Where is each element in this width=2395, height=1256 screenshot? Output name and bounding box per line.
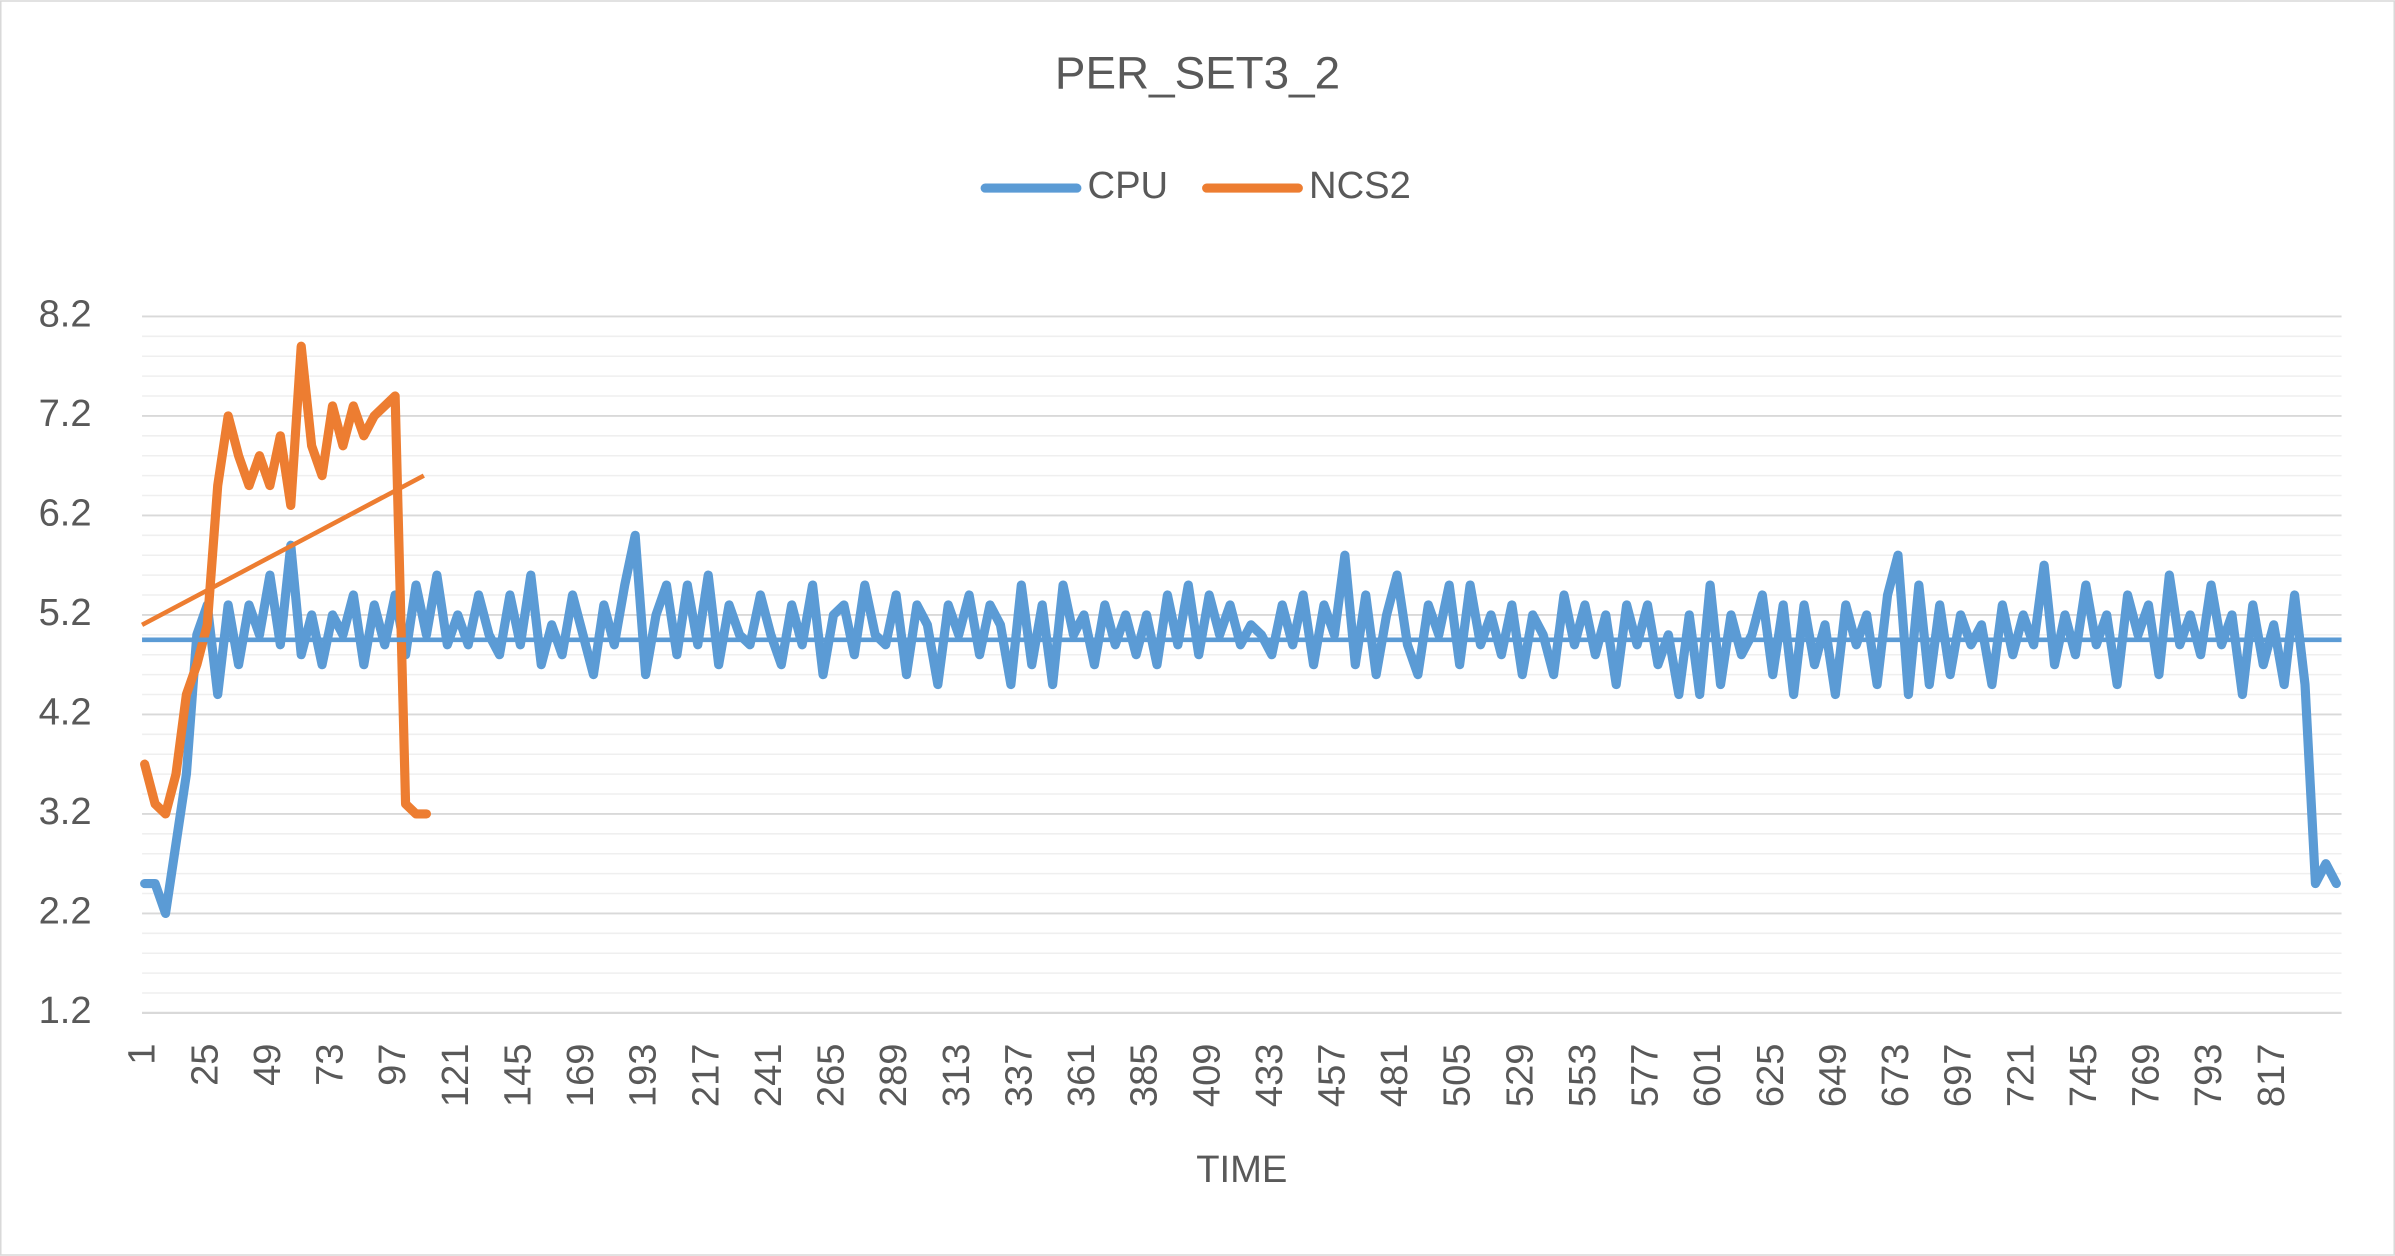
x-tick-label: 73 xyxy=(309,1043,352,1085)
x-tick-label: 505 xyxy=(1436,1043,1479,1107)
chart-title: PER_SET3_2 xyxy=(1055,48,1340,99)
y-tick-label: 3.2 xyxy=(39,790,92,833)
x-tick-label: 385 xyxy=(1123,1043,1166,1107)
y-tick-label: 5.2 xyxy=(39,591,92,634)
y-tick-label: 1.2 xyxy=(39,989,92,1032)
x-tick-label: 169 xyxy=(559,1043,602,1107)
x-tick-label: 577 xyxy=(1624,1043,1667,1107)
x-tick-label: 217 xyxy=(684,1043,727,1107)
x-tick-label: 409 xyxy=(1185,1043,1228,1107)
y-tick-label: 6.2 xyxy=(39,491,92,534)
x-tick-label: 673 xyxy=(1874,1043,1917,1107)
x-tick-label: 793 xyxy=(2187,1043,2230,1107)
x-tick-label: 529 xyxy=(1498,1043,1541,1107)
x-tick-label: 721 xyxy=(1999,1043,2042,1107)
x-tick-label: 49 xyxy=(246,1043,289,1085)
x-tick-label: 553 xyxy=(1561,1043,1604,1107)
y-tick-label: 8.2 xyxy=(39,292,92,335)
x-tick-label: 241 xyxy=(747,1043,790,1107)
data-line xyxy=(140,530,2341,918)
x-tick-label: 97 xyxy=(371,1043,414,1085)
x-tick-label: 25 xyxy=(183,1043,226,1085)
x-tick-label: 313 xyxy=(935,1043,978,1107)
x-tick-label: 265 xyxy=(810,1043,853,1107)
x-tick-label: 121 xyxy=(434,1043,477,1107)
x-tick-label: 145 xyxy=(496,1043,539,1107)
y-tick-label: 4.2 xyxy=(39,690,92,733)
x-tick-label: 625 xyxy=(1749,1043,1792,1107)
trend-line xyxy=(140,473,425,627)
x-tick-label: 289 xyxy=(872,1043,915,1107)
x-tick-label: 649 xyxy=(1811,1043,1854,1107)
x-tick-label: 361 xyxy=(1060,1043,1103,1107)
x-tick-label: 433 xyxy=(1248,1043,1291,1107)
y-tick-label: 2.2 xyxy=(39,889,92,932)
legend: CPU NCS2 xyxy=(980,164,1411,207)
x-tick-label: 745 xyxy=(2062,1043,2105,1107)
plot-area xyxy=(140,341,2342,918)
x-tick-label: 697 xyxy=(1937,1043,1980,1107)
data-line xyxy=(140,341,432,819)
x-tick-label: 193 xyxy=(622,1043,665,1107)
x-tick-label: 481 xyxy=(1373,1043,1416,1107)
x-tick-label: 601 xyxy=(1686,1043,1729,1107)
x-tick-label: 337 xyxy=(997,1043,1040,1107)
x-tick-label: 1 xyxy=(121,1043,164,1064)
y-tick-label: 7.2 xyxy=(39,392,92,435)
x-axis-title: TIME xyxy=(1196,1148,1287,1191)
legend-label: CPU xyxy=(1088,164,1169,207)
x-tick-label: 457 xyxy=(1310,1043,1353,1107)
legend-label: NCS2 xyxy=(1309,164,1411,207)
x-tick-label: 769 xyxy=(2125,1043,2168,1107)
x-tick-label: 817 xyxy=(2250,1043,2293,1107)
